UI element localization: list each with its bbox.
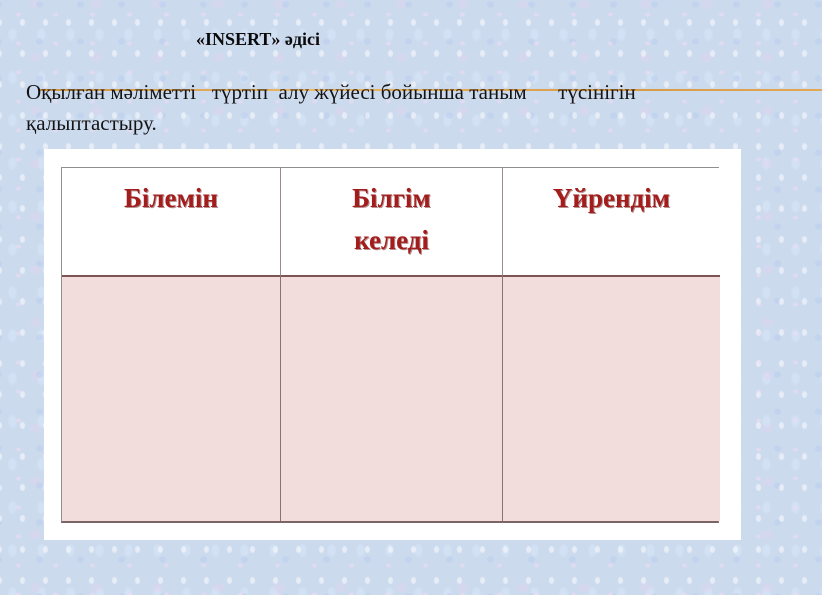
decorative-horizontal-line xyxy=(38,89,822,91)
table-header-want-to-know: Білгім келеді xyxy=(281,168,503,277)
slide-title: «INSERT» әдісі xyxy=(196,29,320,49)
table-header-know: Білемін xyxy=(62,168,281,277)
table-panel: Білемін Білгім келеді Үйрендім xyxy=(44,149,741,540)
insert-method-table: Білемін Білгім келеді Үйрендім xyxy=(61,167,720,523)
table-header-learned: Үйрендім xyxy=(503,168,720,277)
body-line-2: қалыптастыру. xyxy=(26,111,157,135)
slide-body-text: Оқылған мәліметті түртіп алу жүйесі бойы… xyxy=(26,77,806,139)
table-cell-know-empty xyxy=(62,277,281,521)
body-line-1: Оқылған мәліметті түртіп алу жүйесі бойы… xyxy=(26,80,636,104)
table-cell-want-to-know-empty xyxy=(281,277,503,521)
table-cell-learned-empty xyxy=(503,277,720,521)
